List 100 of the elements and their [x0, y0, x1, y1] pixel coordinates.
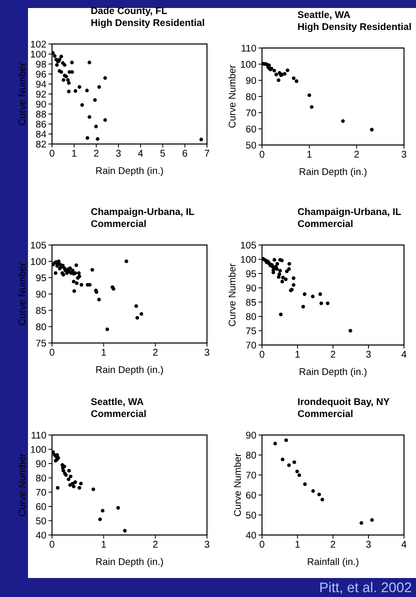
y-tick-label: 90 [36, 290, 46, 298]
x-tick-label: 1 [102, 348, 106, 356]
y-axis-title: Curve Number [234, 454, 241, 516]
y-tick-label: 40 [246, 532, 256, 539]
y-tick-label: 60 [246, 126, 256, 132]
x-tick-label: 2 [354, 150, 359, 158]
y-tick-label: 70 [36, 488, 46, 496]
y-tick-label: 92 [36, 90, 46, 98]
x-tick-label: 1 [72, 150, 76, 157]
x-tick-label: 4 [402, 350, 406, 358]
chart-subtitle: High Density Residential [91, 18, 204, 28]
y-tick-label: 80 [36, 323, 46, 330]
y-tick-label: 100 [240, 60, 256, 68]
x-axis-title: Rainfall (in.) [308, 558, 358, 568]
y-tick-label: 82 [36, 140, 46, 148]
x-axis-title: Rain Depth (in.) [300, 168, 366, 178]
chart-title: Champaign-Urbana, IL [91, 208, 194, 217]
y-tick-label: 100 [30, 258, 46, 265]
chart-subtitle: Commercial [298, 410, 352, 418]
chart-subtitle: Commercial [298, 220, 352, 228]
y-tick-label: 85 [36, 307, 46, 314]
y-tick-label: 70 [246, 109, 256, 116]
text: Pitt, et al. 2002 [320, 582, 412, 594]
y-tick-label: 86 [36, 120, 46, 128]
y-tick-label: 100 [30, 50, 46, 58]
x-tick-label: 0 [260, 350, 264, 358]
y-tick-label: 80 [246, 452, 256, 459]
y-axis-title: Curve Number [228, 264, 236, 326]
y-tick-label: 85 [246, 298, 256, 306]
y-tick-label: 50 [246, 142, 256, 149]
y-tick-label: 100 [30, 446, 46, 453]
y-tick-label: 50 [36, 517, 46, 524]
x-axis-title: Rain Depth (in.) [96, 366, 163, 376]
y-tick-label: 95 [36, 274, 46, 282]
y-axis-title: Curve Number [18, 262, 26, 326]
x-tick-label: 1 [296, 350, 300, 358]
y-tick-label: 90 [246, 77, 256, 84]
y-tick-label: 50 [246, 512, 256, 519]
x-tick-label: 5 [160, 150, 166, 157]
x-tick-label: 2 [330, 540, 336, 548]
x-tick-label: 7 [204, 150, 210, 157]
y-tick-label: 95 [246, 270, 256, 278]
y-tick-label: 110 [242, 44, 256, 52]
x-tick-label: 0 [50, 540, 54, 548]
y-tick-label: 90 [246, 284, 256, 292]
y-tick-label: 80 [246, 93, 256, 100]
chart-title: Seattle, WA [91, 398, 144, 406]
chart-subtitle: High Density Residential [298, 22, 411, 32]
chart-subtitle: Commercial [91, 410, 146, 418]
x-axis-title: Rain Depth (in.) [96, 166, 163, 176]
y-tick-label: 90 [246, 432, 256, 439]
x-tick-label: 2 [94, 150, 98, 157]
x-tick-label: 3 [366, 350, 371, 358]
y-tick-label: 84 [36, 130, 46, 138]
y-axis-title: Curve Number [18, 62, 26, 126]
y-tick-label: 105 [240, 242, 256, 249]
x-tick-label: 1 [296, 540, 300, 548]
x-tick-label: 4 [402, 540, 406, 548]
chart-title: Dade County, FL [91, 6, 167, 16]
x-tick-label: 3 [204, 348, 210, 356]
y-tick-label: 60 [246, 492, 256, 499]
x-tick-label: 0 [260, 540, 264, 548]
y-tick-label: 40 [36, 532, 46, 539]
y-tick-label: 75 [36, 340, 46, 347]
y-tick-label: 80 [36, 474, 46, 482]
x-tick-label: 2 [153, 540, 158, 548]
chart-title: Champaign-Urbana, IL [298, 208, 401, 217]
x-tick-label: 2 [330, 350, 336, 358]
y-tick-label: 98 [36, 60, 46, 68]
y-tick-label: 100 [240, 256, 256, 263]
x-tick-label: 1 [307, 150, 312, 158]
chart-title: Irondequoit Bay, NY [298, 398, 390, 407]
y-axis-title: Curve Number [18, 454, 26, 516]
y-tick-label: 70 [246, 472, 256, 479]
y-axis-title: Curve Number [228, 65, 236, 128]
y-tick-label: 90 [36, 100, 46, 108]
x-tick-label: 3 [204, 540, 210, 548]
x-tick-label: 0 [50, 150, 54, 157]
y-tick-label: 94 [36, 80, 46, 88]
x-tick-label: 2 [153, 348, 158, 356]
y-tick-label: 88 [36, 110, 46, 118]
y-tick-label: 96 [36, 70, 46, 78]
x-axis-title: Rain Depth (in.) [96, 558, 163, 568]
x-tick-label: 0 [260, 150, 264, 158]
x-tick-label: 3 [402, 150, 406, 158]
y-tick-label: 110 [32, 432, 46, 439]
y-tick-label: 102 [30, 40, 46, 48]
chart-title: Seattle, WA [298, 10, 350, 20]
y-tick-label: 105 [30, 242, 46, 249]
x-tick-label: 1 [102, 540, 106, 548]
x-tick-label: 3 [116, 150, 121, 157]
x-tick-label: 0 [50, 348, 54, 356]
y-tick-label: 80 [246, 313, 256, 320]
chart-subtitle: Commercial [91, 220, 146, 228]
y-tick-label: 60 [36, 503, 46, 510]
x-tick-label: 4 [138, 150, 143, 157]
y-tick-label: 70 [246, 342, 256, 349]
x-tick-label: 3 [366, 540, 371, 548]
x-tick-label: 6 [182, 150, 188, 157]
x-axis-title: Rain Depth (in.) [300, 368, 366, 378]
